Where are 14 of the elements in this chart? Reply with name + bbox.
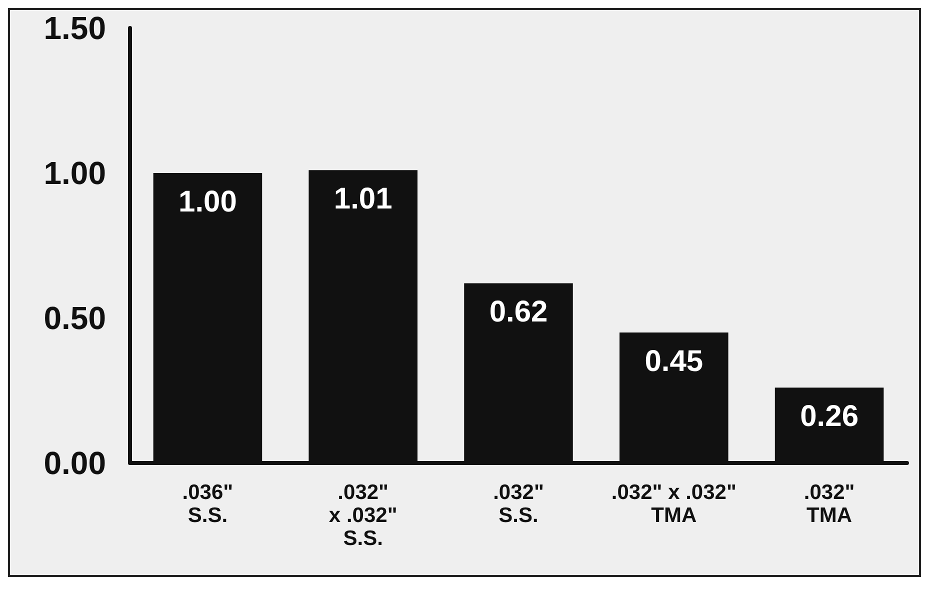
data-label: 1.01 (334, 182, 392, 216)
y-tick-label: 1.00 (44, 155, 106, 191)
data-label: 1.00 (178, 186, 237, 218)
x-tick-label: .036" S.S. (182, 481, 234, 527)
x-tick-label: .032" TMA (804, 481, 855, 527)
y-tick-label: 1.50 (44, 10, 106, 46)
x-tick-label: .032" x .032" TMA (611, 481, 736, 527)
data-label: 0.62 (489, 296, 548, 329)
y-tick-label: 0.50 (44, 300, 106, 336)
x-tick-label: .032" S.S. (493, 481, 544, 527)
y-tick-label: 0.00 (44, 445, 106, 481)
data-label: 0.26 (800, 400, 858, 434)
data-label: 0.45 (644, 345, 704, 378)
x-tick-label: .032" x .032" S.S. (328, 481, 398, 550)
